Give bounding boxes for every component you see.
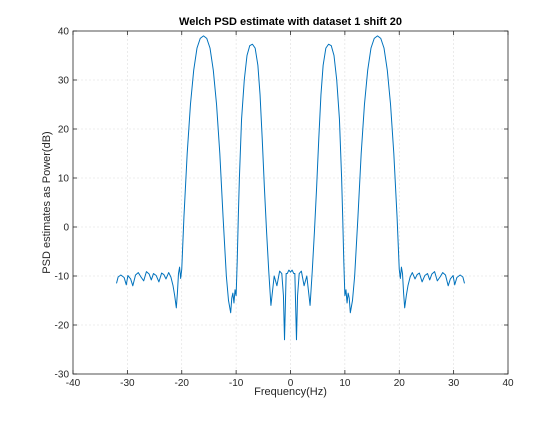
y-tick-label: 30 xyxy=(58,76,70,87)
y-ticks: -30 -20 -10 0 10 20 30 40 xyxy=(55,27,508,381)
x-tick-label: 30 xyxy=(448,378,460,389)
x-tick-label: 40 xyxy=(502,378,514,389)
plot-background xyxy=(73,31,508,374)
x-tick-label: 10 xyxy=(339,378,351,389)
y-tick-label: 10 xyxy=(58,174,70,185)
x-axis-label: Frequency(Hz) xyxy=(254,386,327,398)
x-tick-label: -40 xyxy=(66,378,81,389)
y-tick-label: -20 xyxy=(55,321,70,332)
y-tick-label: 0 xyxy=(63,223,69,234)
x-ticks: -40 -30 -20 -10 0 10 20 30 40 xyxy=(66,31,514,389)
y-tick-label: 40 xyxy=(58,27,70,38)
x-tick-label: -30 xyxy=(120,378,135,389)
psd-line-series-1 xyxy=(116,35,465,341)
x-tick-label: -20 xyxy=(175,378,190,389)
y-tick-label: -30 xyxy=(55,370,70,381)
chart-title: Welch PSD estimate with dataset 1 shift … xyxy=(179,16,402,28)
x-grid xyxy=(127,31,454,374)
y-axis-label: PSD estimates as Power(dB) xyxy=(41,131,53,273)
y-tick-label: 20 xyxy=(58,125,70,136)
x-tick-label: 20 xyxy=(394,378,406,389)
x-tick-label: -10 xyxy=(229,378,244,389)
series-layer xyxy=(116,35,465,341)
y-tick-label: -10 xyxy=(55,272,70,283)
x-tick-label: 0 xyxy=(288,378,294,389)
